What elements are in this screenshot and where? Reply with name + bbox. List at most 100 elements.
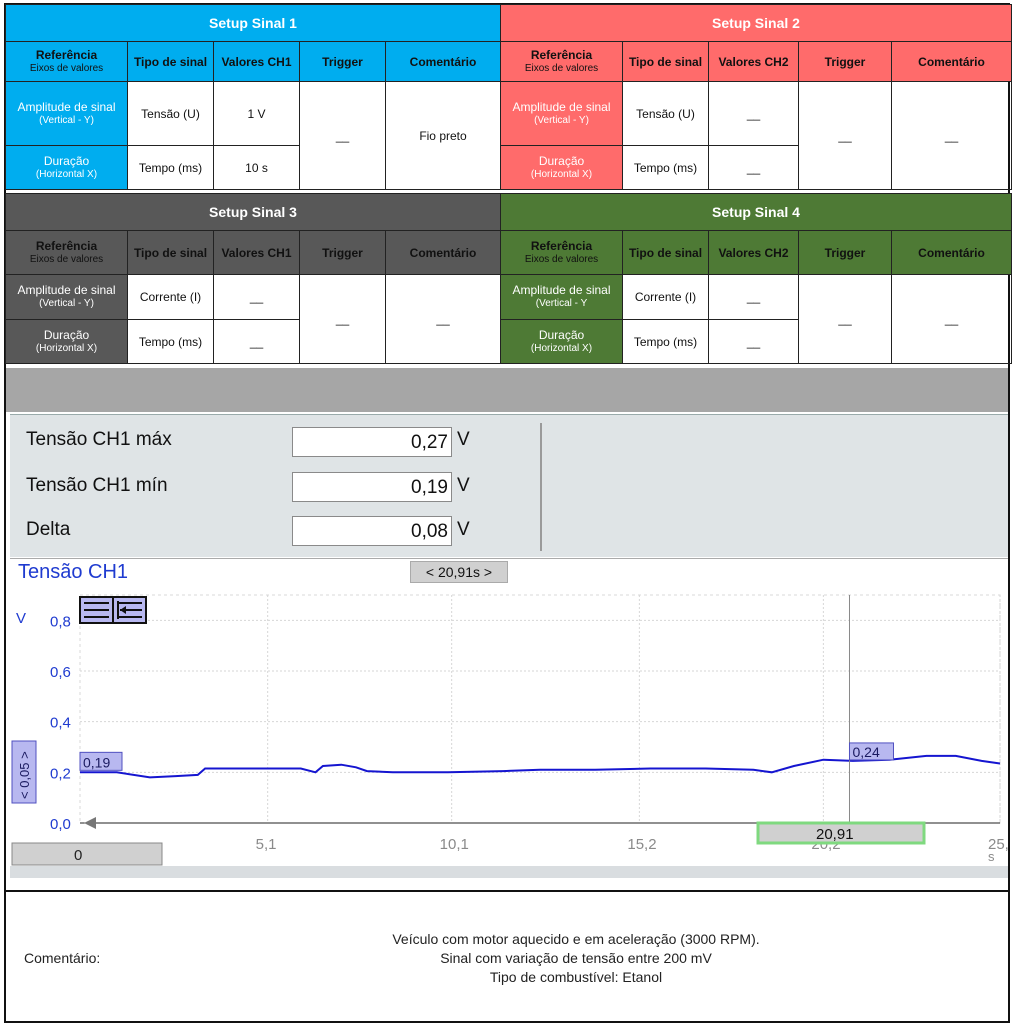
comment-label: Comentário:: [24, 950, 101, 966]
header-ref-label: Referência: [530, 47, 593, 62]
cell-tipo-duracao: Tempo (ms): [622, 145, 709, 190]
cell-comentario: __: [891, 274, 1012, 364]
measurement-panel: Tensão CH1 máx 0,27 V Tensão CH1 mín 0,1…: [10, 414, 1008, 557]
scrollbar-track[interactable]: [10, 866, 1008, 878]
cell-comentario: __: [385, 274, 501, 364]
header-valores: Valores CH2: [708, 230, 799, 275]
start-value-marker: [79, 751, 123, 771]
setup-title: Setup Sinal 1: [5, 4, 501, 42]
row-amplitude: Amplitude de sinal (Vertical - Y): [500, 81, 623, 146]
row-amplitude: Amplitude de sinal (Vertical - Y: [500, 274, 623, 320]
cell-valor-amplitude: __: [708, 81, 799, 146]
x-tick-label: 15,2: [627, 836, 656, 853]
cell-trigger: __: [798, 274, 892, 364]
y-unit-label: V: [16, 610, 26, 627]
header-comentario: Comentário: [891, 41, 1012, 82]
row-duracao-label: Duração: [538, 327, 585, 342]
comment-line: Veículo com motor aquecido e em aceleraç…: [392, 931, 760, 947]
header-tipo: Tipo de sinal: [127, 230, 214, 275]
cell-tipo-duracao: Tempo (ms): [622, 319, 709, 364]
row-duracao-label: Duração: [43, 153, 90, 168]
y-scale-box[interactable]: [11, 740, 37, 804]
y-tick-label: 0,0: [50, 816, 71, 833]
arrow-left-lines-icon[interactable]: [117, 601, 142, 619]
header-comentario: Comentário: [891, 230, 1012, 275]
cell-comentario: Fio preto: [385, 81, 501, 190]
row-duracao: Duração (Horizontal X): [5, 319, 128, 364]
row-amplitude-sub: (Vertical - Y): [39, 298, 94, 309]
row-duracao-sub: (Horizontal X): [530, 168, 593, 180]
y-tick-label: 0,8: [50, 613, 71, 630]
panel-divider: [540, 423, 542, 551]
x-start-value: 0: [74, 847, 82, 864]
header-referencia: Referência Eixos de valores: [500, 230, 623, 275]
cell-valor-duracao: 10 s: [213, 145, 300, 190]
y-tick-label: 0,4: [50, 715, 71, 732]
header-comentario: Comentário: [385, 41, 501, 82]
row-duracao-sub: (Horizontal X): [35, 168, 98, 180]
measurement-value-delta[interactable]: 0,08: [292, 516, 452, 546]
cell-trigger: __: [798, 81, 892, 190]
measurement-label-delta: Delta: [26, 519, 71, 540]
x-tick-label: 5,1: [256, 836, 277, 853]
comment-line: Tipo de combustível: Etanol: [489, 969, 663, 985]
separator-bar: [6, 368, 1008, 412]
row-amplitude-label: Amplitude de sinal: [17, 99, 116, 114]
cursor-time-label[interactable]: < 20,91s >: [410, 561, 508, 583]
scope-plot[interactable]: 0,00,20,40,60,8V5,110,115,220,225,s00,19…: [10, 559, 1008, 871]
measurement-value-max[interactable]: 0,27: [292, 427, 452, 457]
setup-table-2: Setup Sinal 2 Referência Eixos de valores T…: [500, 4, 1012, 190]
row-duracao-sub: (Horizontal X): [35, 342, 98, 354]
row-amplitude-sub: (Vertical - Y: [535, 298, 588, 309]
cell-tipo-amplitude: Corrente (I): [622, 274, 709, 320]
start-value-label: 0,19: [83, 754, 110, 770]
header-trigger: Trigger: [299, 41, 386, 82]
cell-tipo-duracao: Tempo (ms): [127, 145, 214, 190]
setup-title: Setup Sinal 2: [500, 4, 1012, 42]
measurement-unit-max: V: [457, 429, 470, 450]
cell-trigger: __: [299, 81, 386, 190]
cell-tipo-amplitude: Tensão (U): [622, 81, 709, 146]
measurement-unit-min: V: [457, 475, 470, 496]
cursor-time-box[interactable]: [756, 821, 926, 845]
cursor-value-marker: [848, 742, 894, 761]
y-tick-label: 0,6: [50, 664, 71, 681]
cell-valor-duracao: __: [213, 319, 300, 364]
row-amplitude-label: Amplitude de sinal: [17, 283, 116, 297]
y-tick-label: 0,2: [50, 765, 71, 782]
row-duracao: Duração (Horizontal X): [5, 145, 128, 190]
header-ref-label: Referência: [35, 238, 98, 253]
align-lines-icon[interactable]: [84, 602, 109, 618]
row-amplitude-sub: (Vertical - Y): [39, 114, 94, 126]
header-ref-sub: Eixos de valores: [29, 253, 104, 265]
measurement-value-min[interactable]: 0,19: [292, 472, 452, 502]
header-ref-sub: Eixos de valores: [29, 62, 104, 74]
row-duracao-label: Duração: [43, 327, 90, 342]
row-amplitude-label: Amplitude de sinal: [512, 283, 611, 297]
cell-valor-amplitude: __: [213, 274, 300, 320]
cell-comentario: __: [891, 81, 1012, 190]
header-valores: Valores CH2: [708, 41, 799, 82]
scope-chart: 0,00,20,40,60,8V5,110,115,220,225,s00,19…: [10, 558, 1008, 871]
comment-section: Comentário: Veículo com motor aquecido e…: [6, 890, 1008, 1024]
measurement-unit-delta: V: [457, 519, 470, 540]
header-ref-sub: Eixos de valores: [524, 253, 599, 265]
signal-trace: [80, 754, 1001, 779]
header-trigger: Trigger: [798, 41, 892, 82]
x-unit-label: s: [988, 849, 995, 864]
x-tick-label: 25,: [988, 836, 1008, 853]
comment-text: Veículo com motor aquecido e em aceleraç…: [266, 930, 886, 987]
row-amplitude-label: Amplitude de sinal: [512, 99, 611, 114]
zero-marker-icon: [84, 817, 96, 829]
x-tick-label: 10,1: [440, 836, 469, 853]
x-start-box[interactable]: [11, 842, 163, 866]
setup-table-3: Setup Sinal 3 Referência Eixos de valores T…: [5, 193, 501, 364]
row-amplitude: Amplitude de sinal (Vertical - Y): [5, 81, 128, 146]
row-duracao-sub: (Horizontal X): [530, 342, 593, 354]
header-valores: Valores CH1: [213, 41, 300, 82]
row-amplitude: Amplitude de sinal (Vertical - Y): [5, 274, 128, 320]
row-duracao-label: Duração: [538, 153, 585, 168]
header-referencia: Referência Eixos de valores: [5, 41, 128, 82]
cell-tipo-duracao: Tempo (ms): [127, 319, 214, 364]
setup-table-4: Setup Sinal 4 Referência Eixos de valores T…: [500, 193, 1012, 364]
